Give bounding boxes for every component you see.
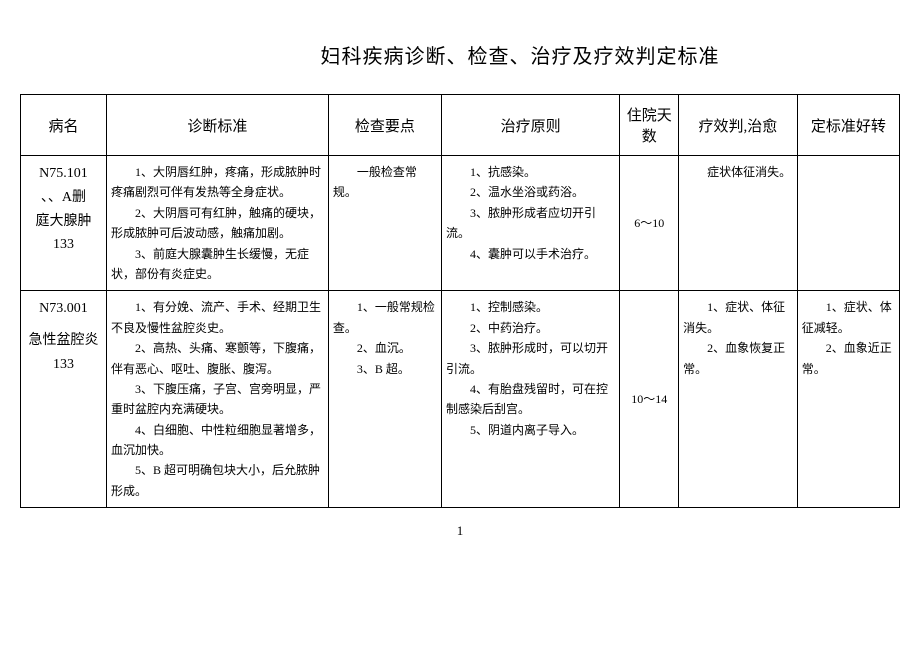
table-header-row: 病名 诊断标准 检查要点 治疗原则 住院天数 疗效判,治愈 定标准好转 (21, 95, 900, 156)
cell-name-0: N75.101 、、A删 庭大腺肿 133 (21, 156, 107, 291)
spacer (25, 321, 102, 329)
header-days: 住院天数 (620, 95, 679, 156)
cell-cure-0: 症状体征消失。 (679, 156, 798, 291)
cell-better-0 (797, 156, 899, 291)
cell-treatment-0: 1、抗感染。 2、温水坐浴或药浴。 3、脓肿形成者应切开引流。 4、囊肿可以手术… (441, 156, 619, 291)
disease-text: 庭大腺肿 (25, 210, 102, 234)
cell-days-0: 6～10 (620, 156, 679, 291)
cell-examination-1: 1、一般常规检查。 2、血沉。 3、B 超。 (328, 291, 441, 508)
cell-name-1: N73.001 急性盆腔炎 133 (21, 291, 107, 508)
page-number: 1 (20, 523, 900, 539)
table-row: N75.101 、、A删 庭大腺肿 133 1、大阴唇红肿，疼痛，形成脓肿时疼痛… (21, 156, 900, 291)
header-treatment: 治疗原则 (441, 95, 619, 156)
disease-mid: 、、A删 (25, 186, 102, 210)
disease-num: 133 (25, 233, 102, 257)
cell-diagnosis-0: 1、大阴唇红肿，疼痛，形成脓肿时疼痛剧烈可伴有发热等全身症状。 2、大阴唇可有红… (106, 156, 328, 291)
disease-code: N75.101 (25, 162, 102, 186)
header-diagnosis: 诊断标准 (106, 95, 328, 156)
cell-days-1: 10～14 (620, 291, 679, 508)
table-row: N73.001 急性盆腔炎 133 1、有分娩、流产、手术、经期卫生不良及慢性盆… (21, 291, 900, 508)
disease-code: N73.001 (25, 297, 102, 321)
disease-num: 133 (25, 353, 102, 377)
header-better: 定标准好转 (797, 95, 899, 156)
header-examination: 检查要点 (328, 95, 441, 156)
cell-better-1: 1、症状、体征减轻。 2、血象近正常。 (797, 291, 899, 508)
cell-examination-0: 一般检查常规。 (328, 156, 441, 291)
header-cure: 疗效判,治愈 (679, 95, 798, 156)
cell-treatment-1: 1、控制感染。 2、中药治疗。 3、脓肿形成时，可以切开引流。 4、有胎盘残留时… (441, 291, 619, 508)
disease-text: 急性盆腔炎 (25, 329, 102, 353)
cell-diagnosis-1: 1、有分娩、流产、手术、经期卫生不良及慢性盆腔炎史。 2、高热、头痛、寒颤等，下… (106, 291, 328, 508)
standards-table: 病名 诊断标准 检查要点 治疗原则 住院天数 疗效判,治愈 定标准好转 N75.… (20, 94, 900, 508)
cell-cure-1: 1、症状、体征消失。 2、血象恢复正常。 (679, 291, 798, 508)
page-title: 妇科疾病诊断、检查、治疗及疗效判定标准 (140, 40, 900, 69)
header-name: 病名 (21, 95, 107, 156)
